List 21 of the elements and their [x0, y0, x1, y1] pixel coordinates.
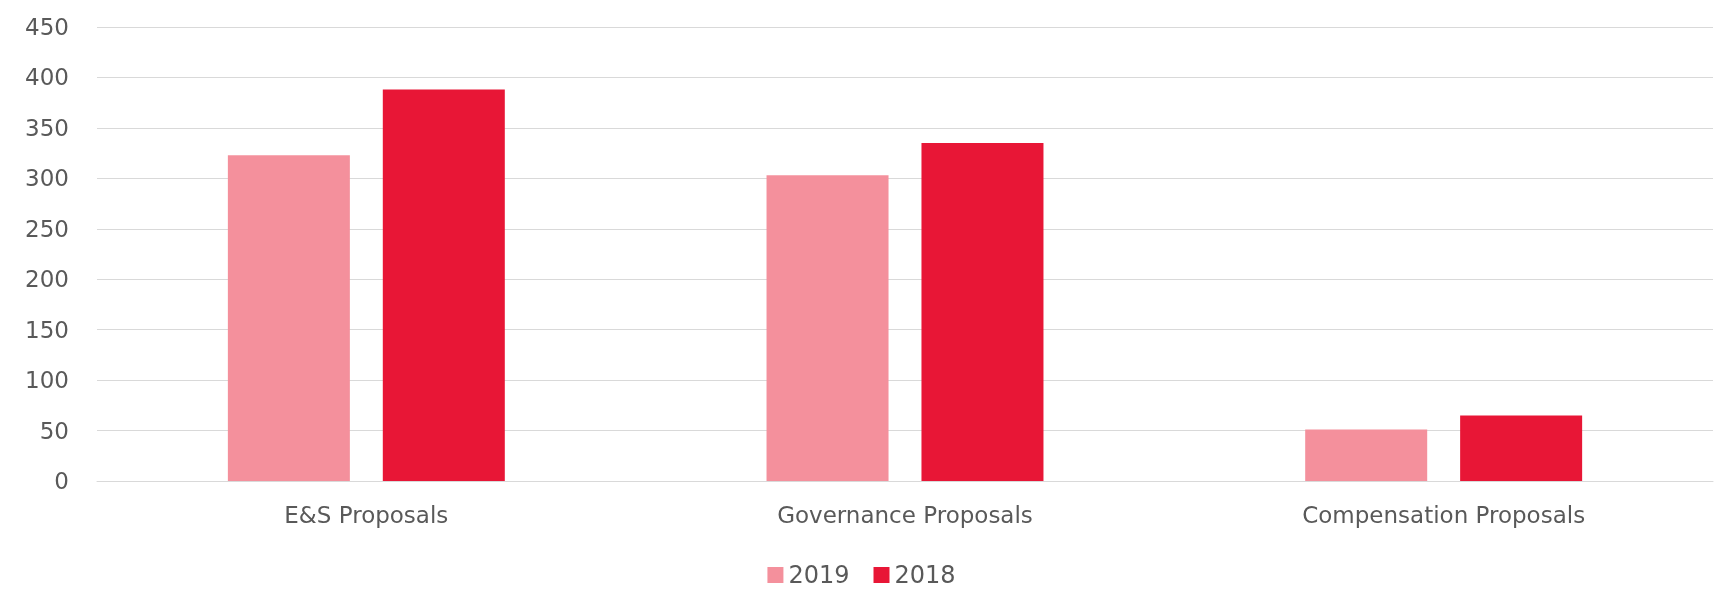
legend-label: 2019	[788, 561, 850, 589]
bar	[382, 89, 505, 481]
y-tick-label: 0	[54, 468, 69, 494]
y-tick-label: 200	[25, 266, 69, 293]
legend-label: 2018	[894, 561, 956, 589]
bar	[227, 155, 350, 481]
y-tick-label: 350	[25, 114, 69, 141]
bar	[921, 143, 1044, 481]
y-tick-label: 250	[25, 215, 69, 242]
bar	[766, 175, 889, 481]
y-tick-label: 400	[25, 64, 69, 91]
y-tick-label: 100	[25, 367, 69, 394]
bar	[1460, 415, 1583, 481]
bar	[1305, 429, 1428, 481]
x-tick-label: Compensation Proposals	[1302, 501, 1586, 528]
x-tick-label: E&S Proposals	[284, 501, 449, 528]
y-tick-label: 300	[25, 165, 69, 192]
y-tick-label: 450	[25, 14, 69, 40]
y-tick-label: 150	[25, 316, 69, 343]
y-tick-label: 50	[39, 417, 69, 444]
x-tick-label: Governance Proposals	[777, 501, 1033, 528]
